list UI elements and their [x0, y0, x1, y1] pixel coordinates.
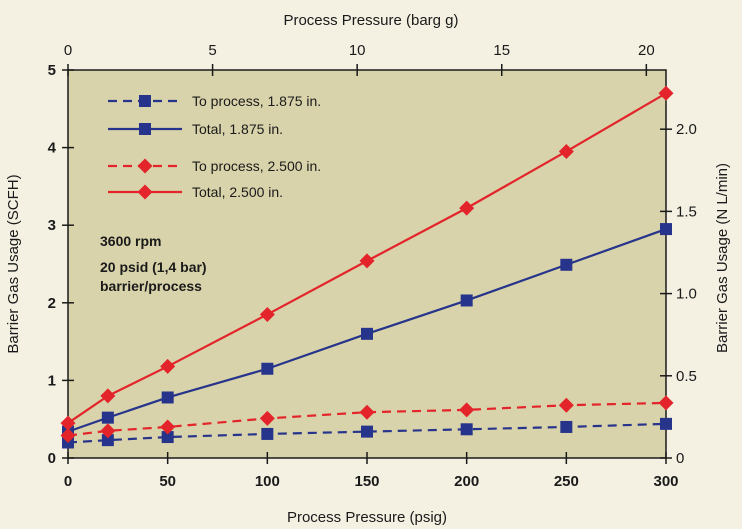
- left-tick-label: 5: [48, 62, 56, 79]
- data-point: [459, 402, 475, 418]
- series-line: [67, 228, 667, 433]
- legend-label: To process, 1.875 in.: [192, 93, 321, 109]
- data-point: [161, 431, 174, 444]
- series-2: [62, 223, 672, 438]
- top-tick-label: 5: [208, 42, 216, 59]
- bottom-axis-title: Process Pressure (psig): [287, 509, 447, 526]
- right-tick-label: 1.0: [676, 286, 697, 303]
- data-point: [558, 397, 574, 413]
- series-3: [60, 395, 674, 443]
- data-point: [359, 253, 375, 269]
- data-point: [161, 391, 174, 404]
- bottom-tick-label: 200: [454, 473, 479, 490]
- right-tick-label: 1.5: [676, 203, 697, 220]
- data-point: [60, 427, 76, 443]
- data-point: [660, 417, 672, 430]
- series-1: [62, 417, 672, 449]
- left-tick-label: 2: [48, 295, 56, 312]
- data-point: [560, 420, 573, 433]
- data-point: [60, 415, 76, 431]
- data-point: [261, 427, 274, 440]
- bottom-tick-label: 0: [64, 473, 72, 490]
- annotation-barrier: barrier/process: [100, 278, 202, 294]
- left-tick-label: 3: [48, 217, 56, 234]
- data-point: [160, 419, 176, 435]
- left-axis-title: Barrier Gas Usage (SCFH): [5, 174, 22, 353]
- annotation-speed: 3600 rpm: [100, 233, 161, 249]
- legend-label: Total, 2.500 in.: [192, 184, 283, 200]
- right-axis-ticks: 0 0.5 1.0 1.5 2.0: [660, 121, 697, 467]
- legend-marker: [137, 158, 153, 174]
- top-tick-label: 15: [493, 42, 510, 59]
- bottom-tick-label: 300: [653, 473, 678, 490]
- bottom-tick-label: 50: [159, 473, 176, 490]
- data-point: [459, 200, 475, 216]
- data-point: [259, 306, 275, 322]
- right-tick-label: 2.0: [676, 121, 697, 138]
- data-point: [658, 85, 674, 101]
- top-tick-label: 10: [349, 42, 366, 59]
- left-tick-label: 4: [48, 140, 57, 157]
- left-axis-ticks: 0 1 2 3 4 5: [48, 62, 74, 467]
- legend-item: Total, 2.500 in.: [108, 184, 283, 200]
- data-point: [660, 223, 672, 236]
- bottom-tick-label: 150: [354, 473, 379, 490]
- right-axis-title: Barrier Gas Usage (N L/min): [714, 163, 731, 353]
- data-point: [460, 423, 473, 436]
- top-axis-ticks: 0 5 10 15 20: [64, 42, 655, 76]
- right-tick-label: 0.5: [676, 368, 697, 385]
- data-point: [101, 411, 114, 424]
- data-point: [100, 388, 116, 404]
- series-line: [67, 422, 667, 444]
- legend-label: Total, 1.875 in.: [192, 121, 283, 137]
- legend-item: To process, 1.875 in.: [108, 93, 321, 109]
- legend-item: To process, 2.500 in.: [108, 158, 321, 174]
- top-tick-label: 0: [64, 42, 72, 59]
- bottom-tick-label: 250: [554, 473, 579, 490]
- data-point: [261, 362, 274, 375]
- series-line: [67, 92, 667, 424]
- data-point: [160, 358, 176, 374]
- series-layer: [60, 85, 674, 449]
- annotation-pressure: 20 psid (1,4 bar): [100, 259, 207, 275]
- legend-label: To process, 2.500 in.: [192, 158, 321, 174]
- data-point: [658, 395, 674, 411]
- data-point: [558, 143, 574, 159]
- data-point: [259, 410, 275, 426]
- right-tick-label: 0: [676, 450, 684, 467]
- legend: To process, 1.875 in. Total, 1.875 in. To …: [108, 93, 321, 200]
- bottom-tick-label: 100: [255, 473, 280, 490]
- data-point: [560, 258, 573, 271]
- series-line: [67, 401, 667, 437]
- data-point: [460, 294, 473, 307]
- data-point: [100, 423, 116, 439]
- left-tick-label: 1: [48, 372, 56, 389]
- top-axis-title: Process Pressure (barg g): [283, 12, 458, 29]
- data-point: [361, 327, 373, 340]
- bottom-axis-ticks: 0 50 100 150 200 250 300: [64, 452, 679, 490]
- data-point: [361, 425, 373, 438]
- left-tick-label: 0: [48, 450, 56, 467]
- legend-item: Total, 1.875 in.: [108, 121, 283, 137]
- data-point: [359, 404, 375, 420]
- legend-marker: [139, 123, 151, 135]
- series-4: [60, 85, 674, 431]
- data-point: [101, 434, 114, 447]
- legend-marker: [137, 184, 153, 200]
- top-tick-label: 20: [638, 42, 655, 59]
- legend-marker: [139, 95, 151, 107]
